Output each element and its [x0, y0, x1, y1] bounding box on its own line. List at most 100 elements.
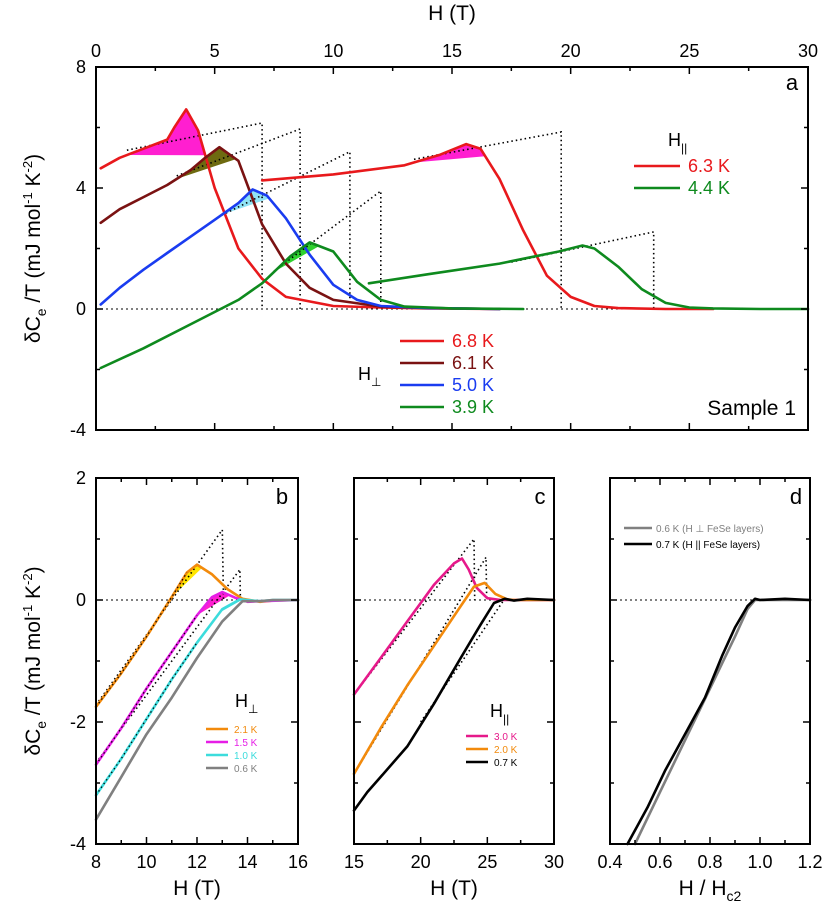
y-axis-title-b: δCe /T (mJ mol-1 K-2) — [20, 566, 49, 755]
entropy-construction — [176, 127, 301, 309]
legend-d: 0.6 K (H ⊥ FeSe layers) 0.7 K (H || FeSe … — [624, 524, 764, 551]
x-tick-label: 0.4 — [597, 852, 622, 872]
legend-entry: 2.1 K — [234, 725, 258, 736]
x-tick-label: 14 — [237, 852, 257, 872]
legend-entry: 0.7 K (H || FeSe layers) — [656, 540, 760, 551]
x-tick-label-top: 15 — [442, 41, 462, 61]
series-line-b-1 — [94, 590, 300, 766]
legend-entry: 3.9 K — [452, 397, 494, 417]
entropy-construction — [413, 131, 562, 309]
entropy-construction — [126, 122, 263, 309]
x-tick-label: 0.6 — [647, 852, 672, 872]
x-tick-label: 25 — [477, 852, 497, 872]
y-tick-label: 4 — [76, 178, 86, 198]
x-tick-label-top: 30 — [798, 41, 818, 61]
legend-entry: 0.6 K (H ⊥ FeSe layers) — [656, 524, 764, 535]
x-tick-label: 0.8 — [697, 852, 722, 872]
series-line-a-4 — [260, 142, 715, 311]
x-tick-label-top: 10 — [323, 41, 343, 61]
series-line-c-2 — [352, 597, 556, 812]
series-line-b-2 — [94, 598, 300, 797]
legend-title: H|| — [668, 130, 687, 155]
legend-entry: 3.0 K — [494, 732, 518, 743]
x-axis-title: H (T) — [430, 877, 478, 900]
panel-c: 15 20 25 30 H (T) c H|| 3.0 K 2.0 K 0.7 K — [344, 477, 564, 900]
panel-b: 8 10 12 14 16 -4 -2 0 2 H (T) b δCe /T (mJ mol-1 K-… — [20, 468, 308, 900]
panel-a: 0 5 10 15 20 25 30 -4 0 4 8 H (T) a Sample 1 H||6.3 K4… — [20, 2, 818, 440]
x-tick-label: 8 — [91, 852, 101, 872]
legend-entry: 6.3 K — [688, 156, 730, 176]
x-tick-label: 20 — [411, 852, 431, 872]
legend-b: H⊥ 2.1 K 1.5 K 1.0 K 0.6 K — [206, 691, 258, 775]
legend-perpendicular: H⊥ 6.8 K6.1 K5.0 K3.9 K — [358, 331, 494, 417]
shade-6.8K — [126, 109, 206, 156]
x-tick-label: 10 — [136, 852, 156, 872]
y-tick-label: 2 — [76, 468, 86, 488]
entropy-construction — [273, 189, 382, 309]
legend-entry: 1.5 K — [234, 738, 258, 749]
series-line-a-5 — [367, 244, 810, 311]
legend-entry: 6.1 K — [452, 353, 494, 373]
x-tick-label-top: 25 — [679, 41, 699, 61]
series-line-c-1 — [352, 581, 556, 776]
fit-line — [95, 614, 198, 766]
x-tick-label-top: 20 — [561, 41, 581, 61]
panel-d: 0.4 0.6 0.8 1.0 1.2 H / Hc2 d 0.6 K (H ⊥ FeSe l… — [597, 477, 823, 904]
x-axis-title: H / Hc2 — [679, 877, 742, 904]
y-tick-label: -4 — [70, 834, 86, 854]
legend-title: H⊥ — [235, 691, 258, 716]
x-axis-title: H (T) — [173, 877, 221, 900]
x-tick-label-top: 5 — [210, 41, 220, 61]
plot-frame — [353, 477, 555, 845]
series-line-b-0 — [94, 563, 300, 709]
series-line-b-3 — [94, 598, 300, 821]
panel-label-b: b — [276, 484, 288, 509]
series-line-c-0 — [352, 557, 556, 696]
x-tick-label: 30 — [544, 852, 564, 872]
fit-line — [95, 572, 188, 708]
legend-entry: 1.0 K — [234, 751, 258, 762]
panel-label-c: c — [535, 484, 546, 509]
x-tick-label-top: 0 — [91, 41, 101, 61]
x-axis-title-top: H (T) — [428, 2, 476, 25]
plot-frame — [95, 477, 299, 845]
legend-title: H⊥ — [358, 364, 381, 389]
legend-entry: 6.8 K — [452, 331, 494, 351]
entropy-construction — [221, 150, 351, 309]
series-line-a-3 — [99, 241, 525, 370]
x-tick-label: 16 — [288, 852, 308, 872]
legend-title: H|| — [490, 701, 509, 726]
shade-1.5K — [197, 592, 230, 616]
legend-parallel: H||6.3 K4.4 K — [634, 130, 730, 198]
entropy-construction — [511, 230, 655, 309]
x-tick-label: 15 — [344, 852, 364, 872]
shade-1.0K — [219, 599, 243, 613]
shade-2.1K — [171, 564, 202, 597]
legend-entry: 4.4 K — [688, 178, 730, 198]
x-tick-label: 12 — [187, 852, 207, 872]
y-axis-title-a: δCe /T (mJ mol-1 K-2) — [20, 154, 49, 343]
y-tick-label: -4 — [70, 420, 86, 440]
series-line-d-0 — [633, 598, 812, 846]
fit-line — [95, 642, 198, 796]
x-tick-label: 1.2 — [797, 852, 822, 872]
legend-c: H|| 3.0 K 2.0 K 0.7 K — [466, 701, 518, 769]
panel-label-d: d — [790, 484, 802, 509]
legend-entry: 2.0 K — [494, 745, 518, 756]
legend-entry: 5.0 K — [452, 375, 494, 395]
legend-entry: 0.7 K — [494, 758, 518, 769]
annotation-sample: Sample 1 — [707, 397, 796, 420]
series-line-a-0 — [99, 108, 501, 311]
panel-label-a: a — [786, 70, 799, 95]
y-tick-label: -2 — [70, 712, 86, 732]
y-tick-label: 8 — [76, 57, 86, 77]
series-line-a-1 — [99, 145, 501, 311]
series-line-a-2 — [99, 188, 501, 311]
entropy-construction — [95, 567, 242, 764]
y-tick-label: 0 — [76, 299, 86, 319]
series-line-d-1 — [626, 597, 812, 846]
x-tick-label: 1.0 — [747, 852, 772, 872]
y-tick-label: 0 — [76, 590, 86, 610]
legend-entry: 0.6 K — [234, 764, 258, 775]
